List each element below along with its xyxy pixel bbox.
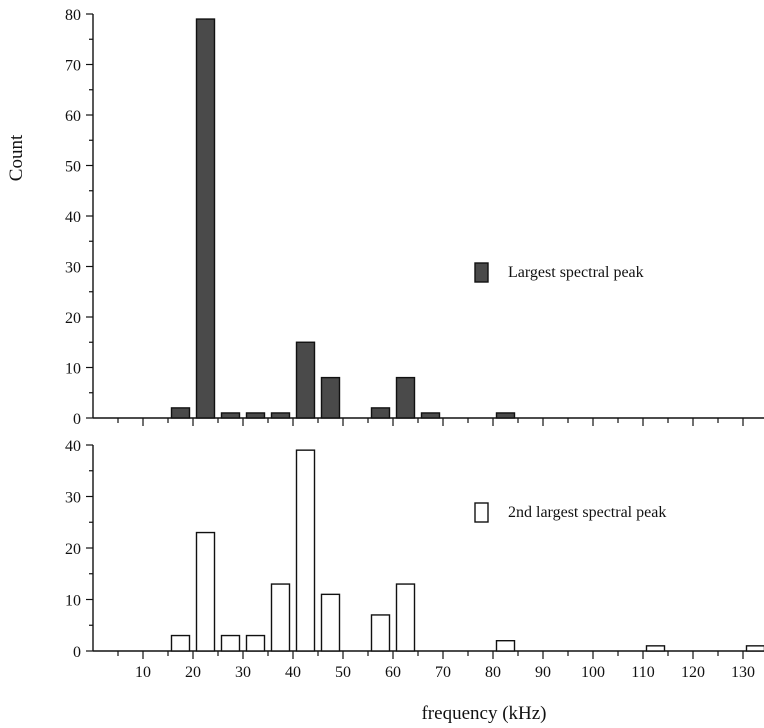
top-y-tick-label: 40 [65,209,81,226]
bottom-bar [195,531,216,652]
top-bar [245,412,266,419]
x-tick-label: 60 [385,664,401,681]
x-tick-label: 100 [581,664,605,681]
bottom-y-tick-label: 10 [65,593,81,610]
top-y-tick-label: 60 [65,108,81,125]
top-y-tick-label: 50 [65,159,81,176]
top-legend-swatch [474,262,489,283]
x-axis-title: frequency (kHz) [421,703,546,724]
bottom-y-tick-label: 40 [65,438,81,455]
top-y-tick-label: 10 [65,361,81,378]
top-bar [295,341,316,419]
top-y-axis-title: Count [6,134,27,181]
x-tick-label: 40 [285,664,301,681]
bottom-legend-swatch [474,502,489,523]
x-tick-label: 80 [485,664,501,681]
x-tick-label: 120 [681,664,705,681]
top-x-ticks [117,418,744,426]
bottom-bar [270,583,291,652]
x-tick-label: 70 [435,664,451,681]
x-tick-label: 130 [731,664,755,681]
top-y-tick-label: 20 [65,310,81,327]
bottom-y-tick-label: 30 [65,490,81,507]
bottom-bar [395,583,416,652]
bottom-bar [245,634,266,652]
top-bar [420,412,441,419]
top-y-tick-label: 0 [73,411,81,428]
x-tick-label: 20 [185,664,201,681]
top-bar [320,376,341,419]
top-legend: Largest spectral peak [474,262,644,283]
bottom-bar [170,634,191,652]
bottom-bar [370,614,391,652]
top-bar [195,18,216,419]
x-tick-label: 90 [535,664,551,681]
bottom-legend-label: 2nd largest spectral peak [508,504,666,521]
top-legend-label: Largest spectral peak [508,264,644,281]
x-tick-label: 110 [631,664,654,681]
bottom-bar [220,634,241,652]
bottom-legend: 2nd largest spectral peak [474,502,666,523]
x-tick-label: 30 [235,664,251,681]
bottom-bar [495,640,516,652]
top-bar [220,412,241,419]
bottom-panel-second-peak: 0 10 20 30 40 10 20 30 40 50 60 70 80 90 100 110 120 130… [65,438,764,724]
bottom-y-tick-label: 0 [73,644,81,661]
top-y-tick-label: 30 [65,260,81,277]
top-bar [370,407,391,419]
top-y-tick-label: 70 [65,58,81,75]
bottom-bar [295,449,316,652]
bottom-y-ticks: 0 10 20 30 40 [65,438,93,661]
bottom-x-ticks: 10 20 30 40 50 60 70 80 90 100 110 120 130 [117,651,755,681]
top-y-tick-label: 80 [65,7,81,24]
bottom-bars [170,449,764,652]
top-bar [170,407,191,419]
top-y-ticks: 0 10 20 30 40 50 60 70 80 [65,7,93,428]
bottom-bar [745,645,764,652]
bottom-y-tick-label: 20 [65,541,81,558]
top-bar [495,412,516,419]
x-tick-label: 10 [135,664,151,681]
top-bar [270,412,291,419]
bottom-bar [645,645,666,652]
top-bar [395,376,416,419]
x-tick-label: 50 [335,664,351,681]
top-panel-largest-peak: 0 10 20 30 40 50 60 70 80 Count Largest spectral… [6,7,764,428]
bottom-bar [320,593,341,652]
top-bars [170,18,516,419]
